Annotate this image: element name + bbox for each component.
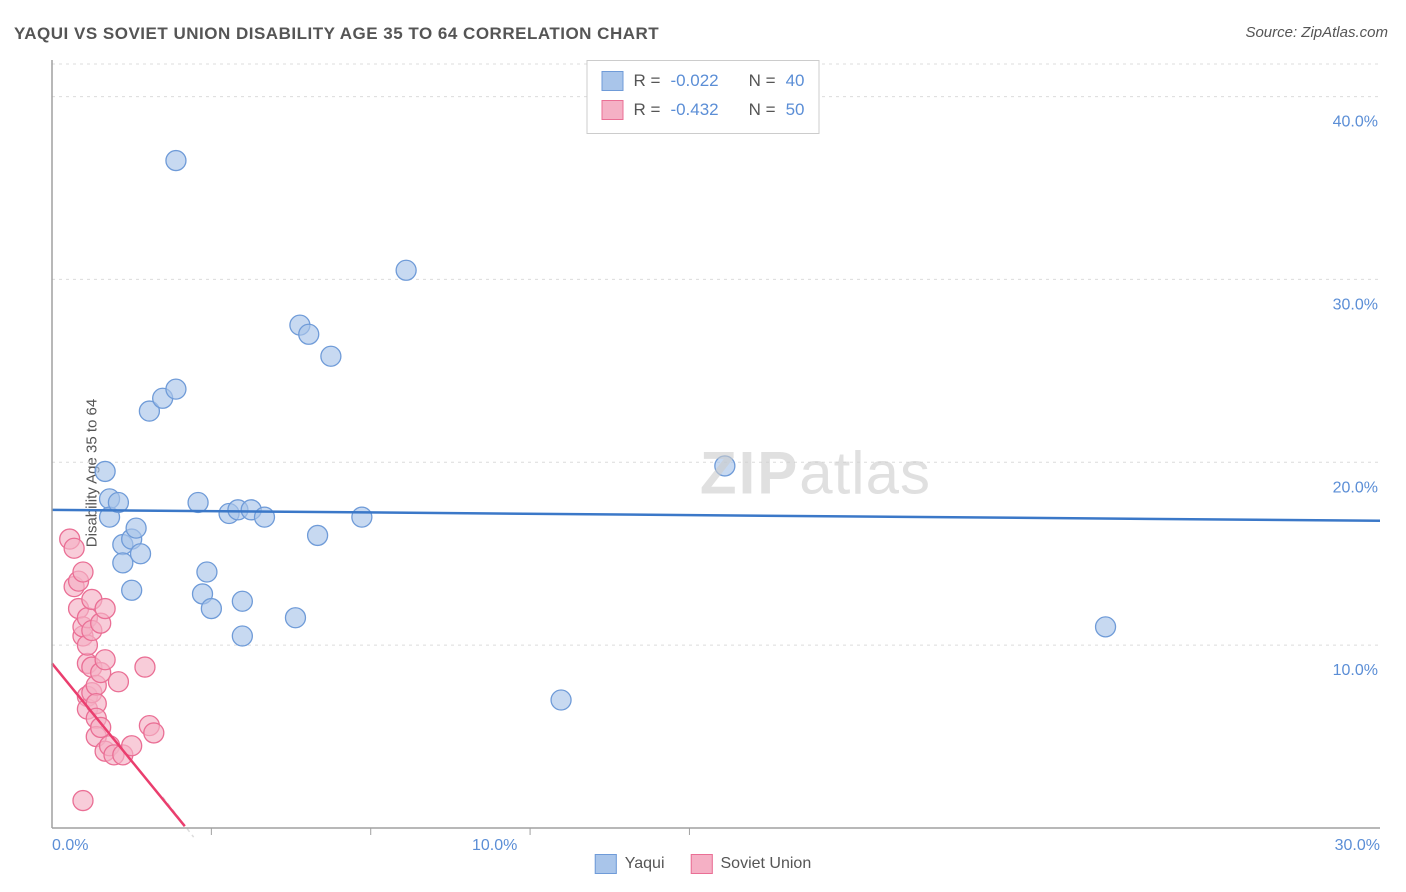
legend-item: Soviet Union bbox=[691, 854, 812, 874]
legend-label: Yaqui bbox=[625, 855, 665, 873]
chart-area: Disability Age 35 to 64 10.0%20.0%30.0%4… bbox=[0, 54, 1406, 892]
stats-legend-row: R = -0.022 N = 40 bbox=[602, 67, 805, 96]
legend-label: Soviet Union bbox=[721, 855, 812, 873]
legend-swatch bbox=[602, 100, 624, 120]
legend-swatch bbox=[602, 71, 624, 91]
svg-text:20.0%: 20.0% bbox=[1333, 479, 1378, 496]
r-label: R = bbox=[634, 67, 661, 96]
svg-text:30.0%: 30.0% bbox=[1335, 837, 1380, 854]
svg-text:10.0%: 10.0% bbox=[472, 837, 517, 854]
legend-swatch bbox=[691, 854, 713, 874]
source-attribution: Source: ZipAtlas.com bbox=[1245, 24, 1388, 41]
r-value: -0.022 bbox=[670, 67, 718, 96]
n-value: 50 bbox=[786, 96, 805, 125]
stats-legend-row: R = -0.432 N = 50 bbox=[602, 96, 805, 125]
n-label: N = bbox=[749, 67, 776, 96]
legend-item: Yaqui bbox=[595, 854, 665, 874]
correlation-stats-legend: R = -0.022 N = 40 R = -0.432 N = 50 bbox=[587, 60, 820, 134]
series-legend: Yaqui Soviet Union bbox=[595, 854, 811, 874]
legend-swatch bbox=[595, 854, 617, 874]
chart-title: YAQUI VS SOVIET UNION DISABILITY AGE 35 … bbox=[14, 24, 659, 44]
r-label: R = bbox=[634, 96, 661, 125]
svg-text:40.0%: 40.0% bbox=[1333, 114, 1378, 131]
svg-text:30.0%: 30.0% bbox=[1333, 296, 1378, 313]
r-value: -0.432 bbox=[670, 96, 718, 125]
svg-text:10.0%: 10.0% bbox=[1333, 662, 1378, 679]
scatter-plot: 10.0% 20.0% 30.0% 40.0% 0.0% 10.0% 30.0% bbox=[46, 54, 1386, 854]
n-label: N = bbox=[749, 96, 776, 125]
n-value: 40 bbox=[786, 67, 805, 96]
svg-text:0.0%: 0.0% bbox=[52, 837, 88, 854]
